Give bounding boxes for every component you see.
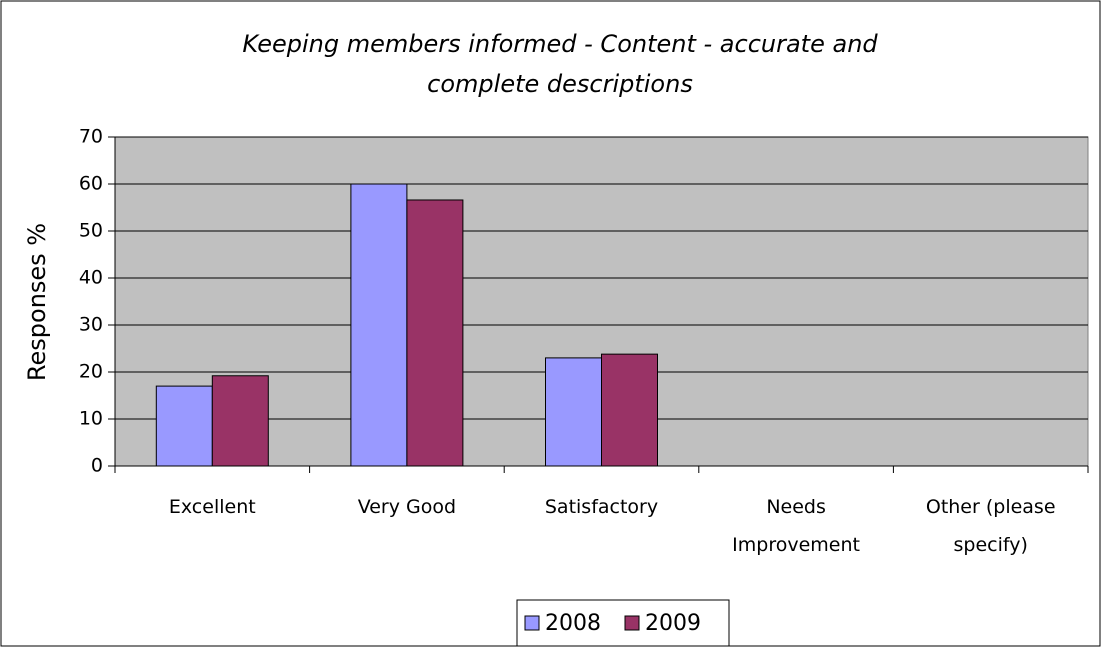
bar: [211, 375, 269, 467]
x-tick-label: Needs Improvement: [732, 496, 860, 556]
bar: [155, 385, 213, 467]
y-tick-label: 0: [91, 455, 103, 477]
y-tick-label: 70: [79, 126, 103, 148]
y-tick-label: 10: [79, 408, 103, 430]
legend-swatch: [524, 615, 540, 631]
y-axis-title: Responses %: [23, 223, 51, 381]
bar: [601, 353, 658, 467]
legend-label: 2008: [545, 611, 601, 636]
x-tick-label: Excellent: [169, 496, 256, 518]
bar: [545, 357, 602, 467]
legend-box: [516, 599, 730, 647]
y-tick-label: 60: [79, 173, 103, 195]
y-tick-label: 20: [79, 361, 103, 383]
legend-label: 2009: [645, 611, 701, 636]
y-tick-label: 50: [79, 220, 103, 242]
y-tick-label: 40: [79, 267, 103, 289]
bar: [406, 199, 464, 467]
bar: [350, 183, 408, 467]
x-tick-label: Other (please specify): [926, 496, 1056, 556]
x-tick-label: Very Good: [358, 496, 456, 518]
chart-title: Keeping members informed - Content - acc…: [242, 30, 878, 98]
y-tick-label: 30: [79, 314, 103, 336]
x-tick-label: Satisfactory: [545, 496, 658, 518]
legend-swatch: [624, 615, 640, 631]
